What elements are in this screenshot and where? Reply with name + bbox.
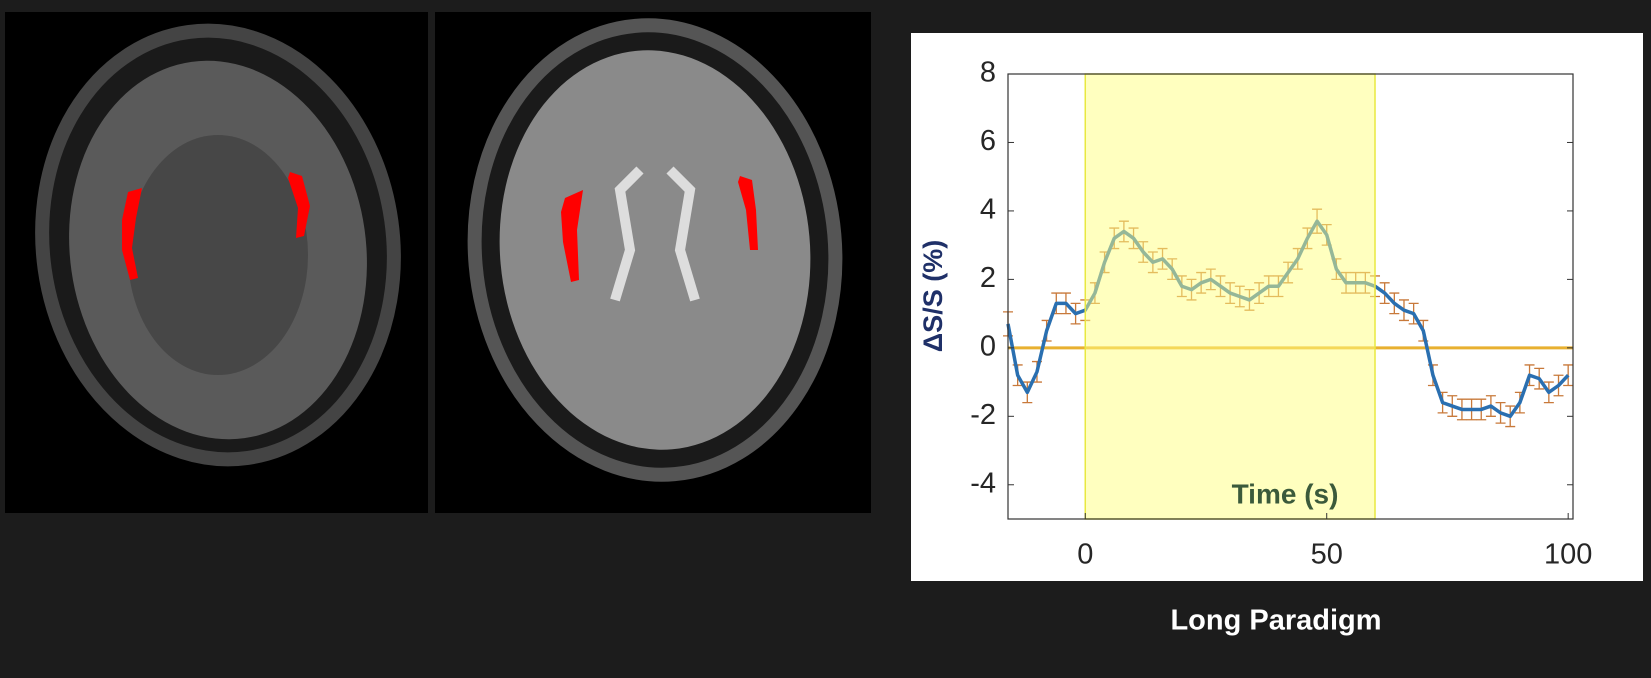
x-tick-label: 50 (1311, 539, 1343, 571)
x-tick-label: 0 (1077, 539, 1093, 571)
caption: Long Paradigm (1170, 605, 1381, 637)
y-tick-label: 8 (980, 57, 996, 89)
y-axis-label: ΔS/S (%) (918, 240, 948, 352)
mri-left (5, 12, 428, 513)
stimulus-shade (1084, 73, 1376, 520)
plot-frame (1007, 73, 1574, 520)
y-tick-label: -4 (970, 467, 996, 499)
x-tick-label: 100 (1544, 539, 1592, 571)
y-tick-label: -2 (970, 399, 996, 431)
x-axis-label: Time (s) (1232, 478, 1339, 509)
mri-right (435, 12, 871, 513)
y-tick-label: 2 (980, 262, 996, 294)
y-tick-label: 0 (980, 331, 996, 363)
y-tick-label: 6 (980, 125, 996, 157)
y-tick-label: 4 (980, 194, 996, 226)
